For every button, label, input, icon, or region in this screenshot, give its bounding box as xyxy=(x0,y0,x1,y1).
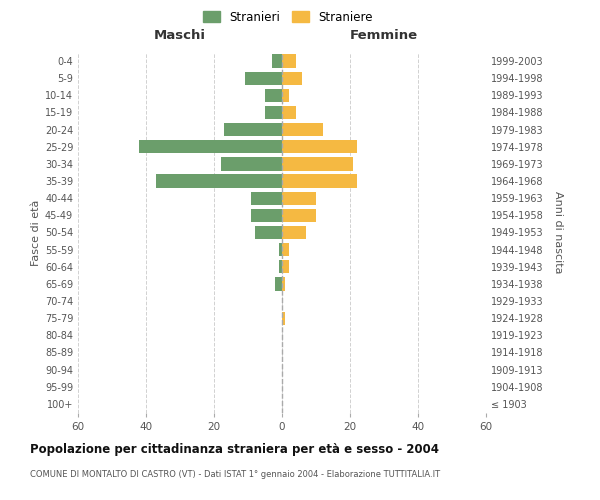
Bar xyxy=(251,208,282,222)
Bar xyxy=(224,123,282,136)
Bar xyxy=(139,140,282,153)
Bar xyxy=(282,72,302,85)
Text: Femmine: Femmine xyxy=(350,28,418,42)
Bar xyxy=(278,260,282,274)
Bar xyxy=(282,208,316,222)
Bar xyxy=(275,277,282,290)
Bar xyxy=(282,106,296,119)
Text: Maschi: Maschi xyxy=(154,28,206,42)
Bar xyxy=(255,226,282,239)
Bar xyxy=(282,157,353,170)
Bar xyxy=(282,88,289,102)
Bar xyxy=(282,140,357,153)
Bar xyxy=(282,192,316,205)
Text: COMUNE DI MONTALTO DI CASTRO (VT) - Dati ISTAT 1° gennaio 2004 - Elaborazione TU: COMUNE DI MONTALTO DI CASTRO (VT) - Dati… xyxy=(30,470,440,479)
Legend: Stranieri, Straniere: Stranieri, Straniere xyxy=(201,8,375,26)
Bar xyxy=(278,243,282,256)
Y-axis label: Anni di nascita: Anni di nascita xyxy=(553,191,563,274)
Bar xyxy=(282,226,306,239)
Bar xyxy=(282,260,289,274)
Bar xyxy=(245,72,282,85)
Bar xyxy=(265,106,282,119)
Bar xyxy=(272,54,282,68)
Bar xyxy=(265,88,282,102)
Bar xyxy=(282,277,286,290)
Bar xyxy=(251,192,282,205)
Bar xyxy=(221,157,282,170)
Y-axis label: Fasce di età: Fasce di età xyxy=(31,200,41,266)
Bar xyxy=(282,312,286,325)
Bar xyxy=(282,123,323,136)
Bar xyxy=(282,174,357,188)
Bar xyxy=(156,174,282,188)
Text: Popolazione per cittadinanza straniera per età e sesso - 2004: Popolazione per cittadinanza straniera p… xyxy=(30,442,439,456)
Bar xyxy=(282,243,289,256)
Bar xyxy=(282,54,296,68)
